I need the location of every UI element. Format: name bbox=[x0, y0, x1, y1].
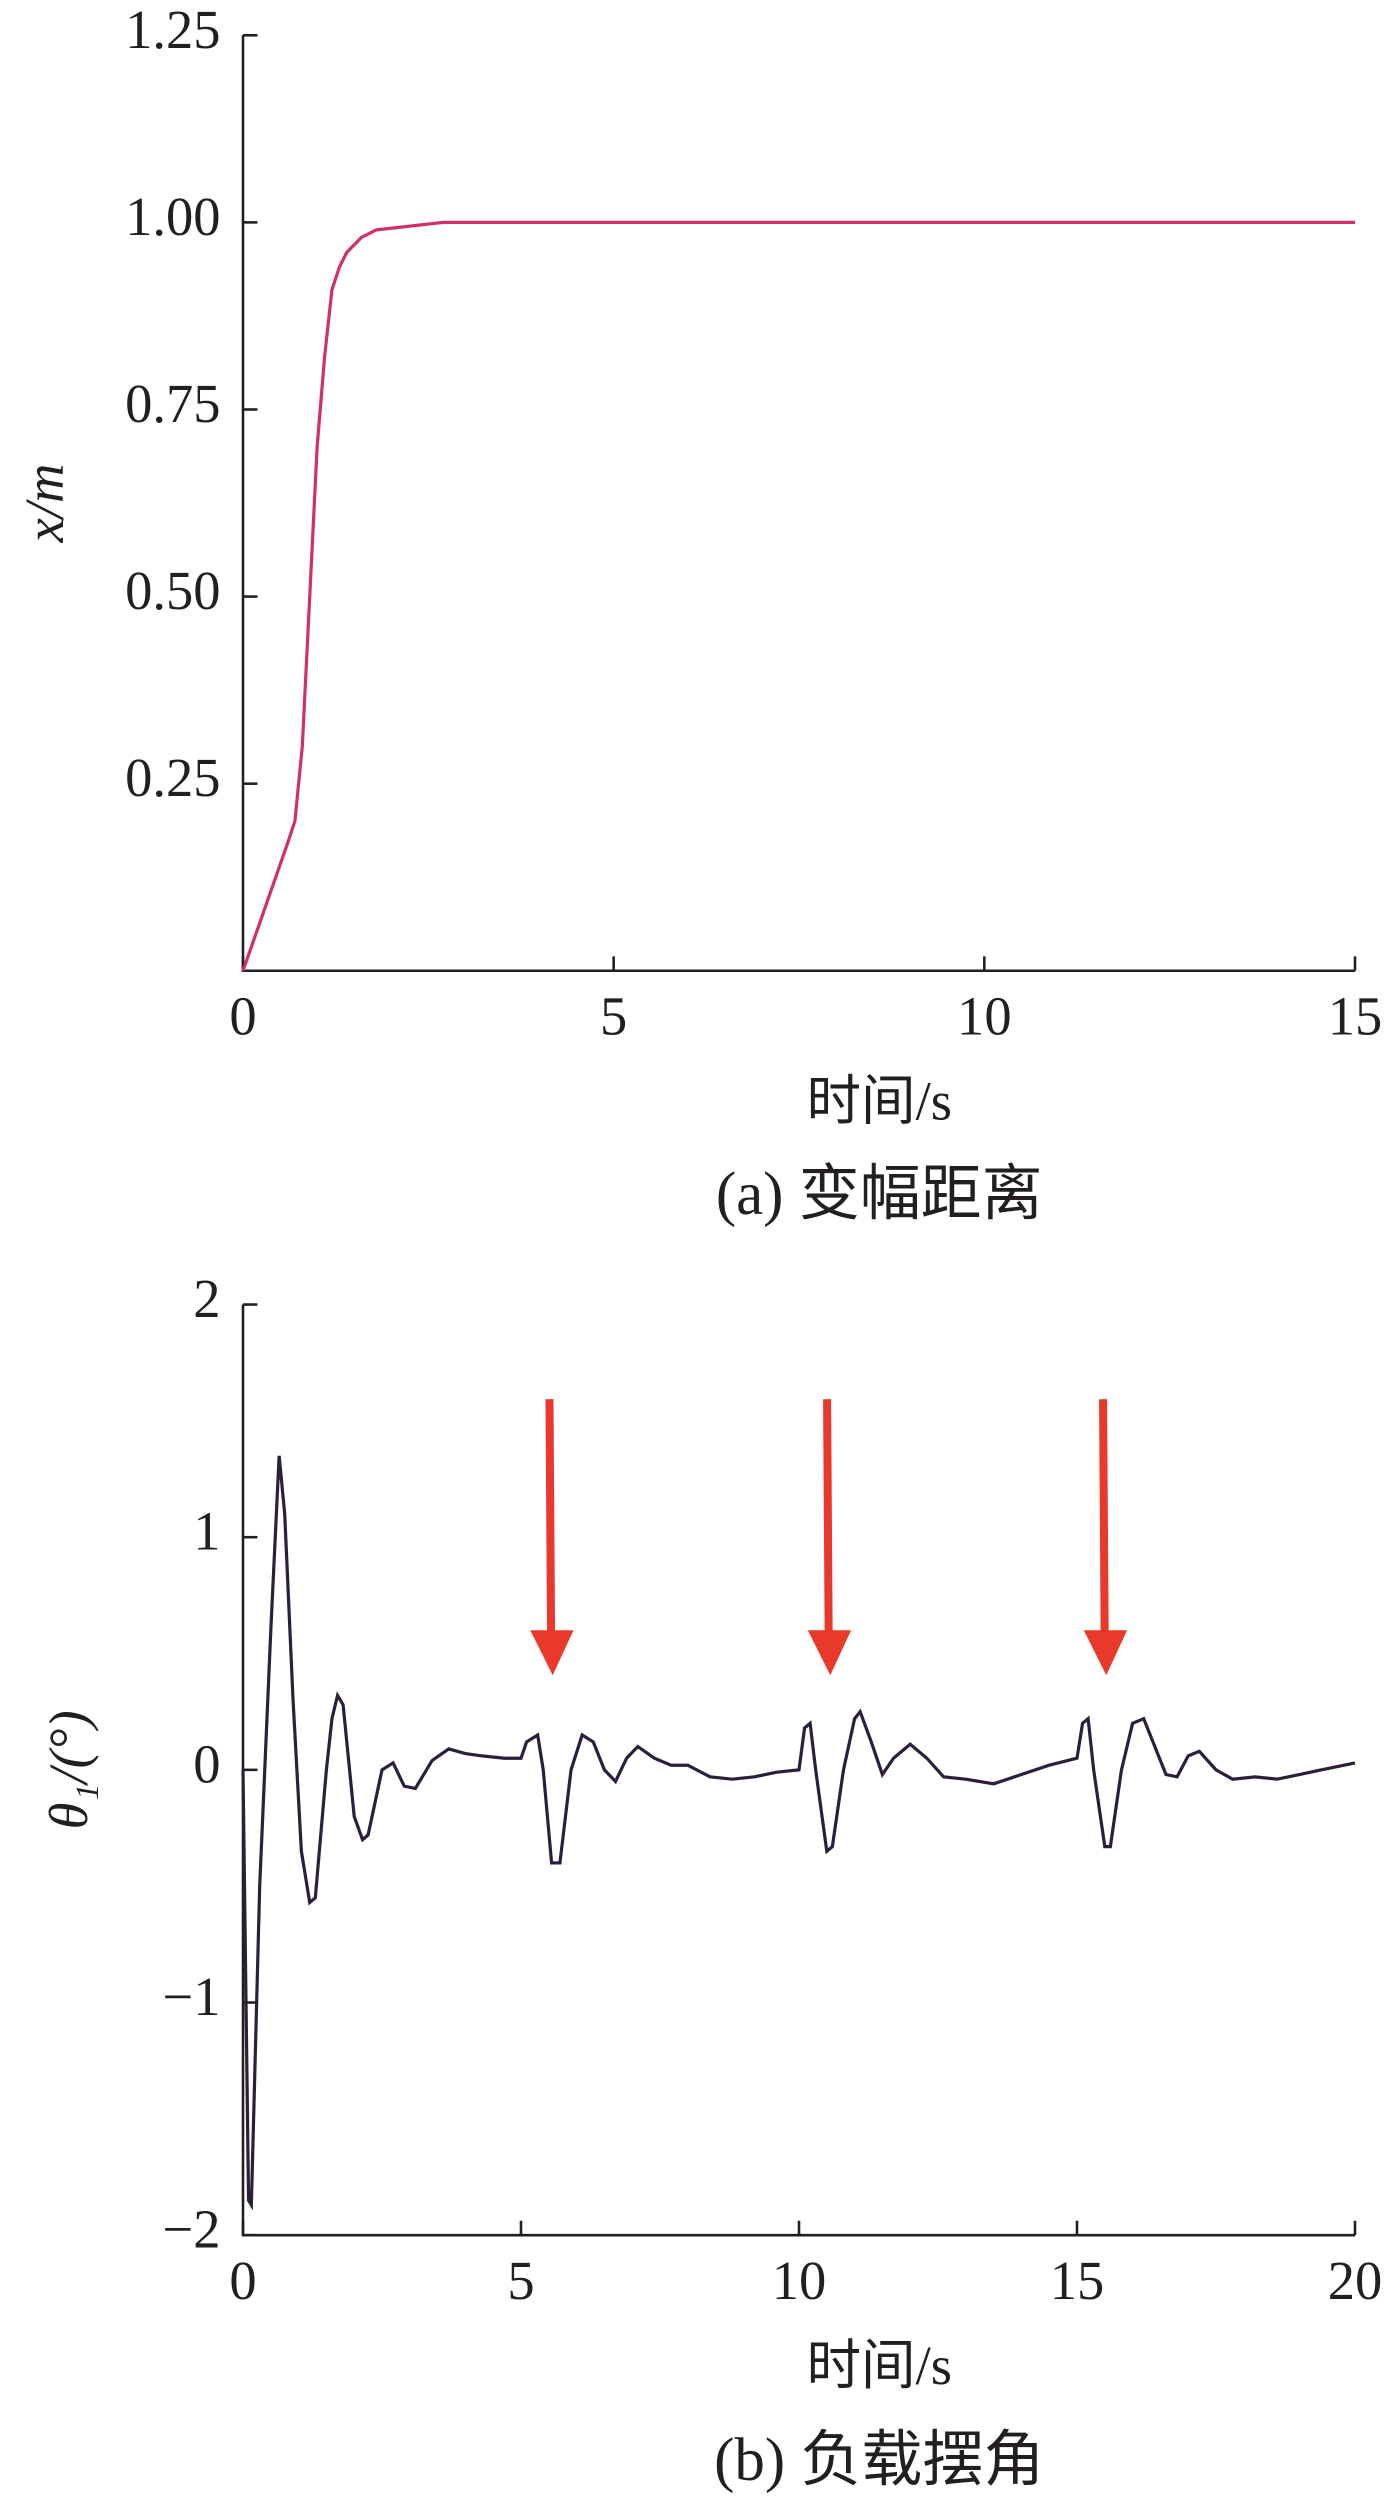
x-tick-label: 10 bbox=[772, 2250, 827, 2311]
x-tick-label: 0 bbox=[229, 2250, 256, 2311]
caption: (a) 变幅距离 bbox=[716, 1161, 1043, 1228]
caption: (b) 负载摆角 bbox=[714, 2427, 1044, 2494]
y-tick-label: 0.50 bbox=[125, 560, 220, 621]
arrows bbox=[530, 1399, 1128, 1676]
y-tick-label: −2 bbox=[162, 2199, 220, 2260]
data-line bbox=[241, 1455, 1356, 2211]
arrow-head bbox=[1083, 1630, 1128, 1676]
y-tick-label: 1.00 bbox=[125, 186, 220, 247]
arrow-shaft bbox=[545, 1399, 556, 1637]
arrow-shaft bbox=[823, 1399, 833, 1637]
arrow-head bbox=[530, 1630, 574, 1676]
y-tick-label: −1 bbox=[162, 1966, 220, 2027]
data-line bbox=[241, 220, 1355, 972]
x-tick-label: 10 bbox=[957, 986, 1012, 1047]
arrow-shaft bbox=[1099, 1399, 1109, 1637]
x-tick-label: 20 bbox=[1328, 2250, 1383, 2311]
y-tick-label: 0 bbox=[193, 1733, 220, 1794]
x-tick-label: 5 bbox=[507, 2250, 534, 2311]
x-tick-label: 15 bbox=[1328, 986, 1383, 1047]
y-tick-label: 0.25 bbox=[125, 747, 220, 808]
axes bbox=[241, 35, 1355, 973]
y-tick-label: 2 bbox=[193, 1268, 220, 1329]
x-tick-label: 0 bbox=[229, 986, 256, 1047]
x-tick-label: 5 bbox=[600, 986, 627, 1047]
y-axis-label: x/m bbox=[14, 464, 75, 544]
x-axis-label: 时间/s bbox=[806, 2335, 951, 2396]
y-axis-label: θ₁/(°) bbox=[38, 1710, 99, 1829]
y-tick-label: 1.25 bbox=[125, 0, 220, 60]
x-tick-label: 15 bbox=[1050, 2250, 1105, 2311]
x-axis-label: 时间/s bbox=[806, 1071, 951, 1132]
y-tick-label: 0.75 bbox=[125, 373, 220, 434]
arrow-head bbox=[807, 1630, 852, 1676]
y-tick-label: 1 bbox=[193, 1501, 220, 1562]
